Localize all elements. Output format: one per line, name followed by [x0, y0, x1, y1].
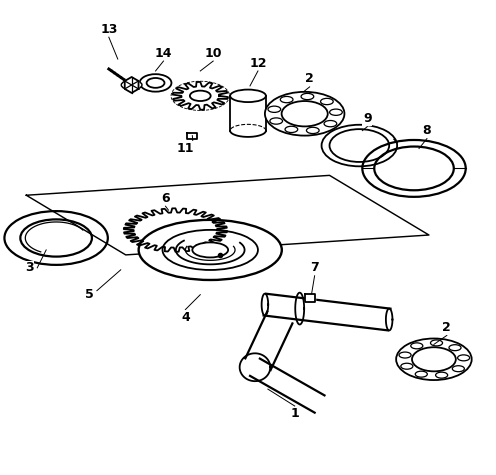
- Ellipse shape: [285, 126, 298, 133]
- Ellipse shape: [282, 101, 328, 126]
- Ellipse shape: [270, 118, 283, 124]
- Ellipse shape: [401, 363, 413, 369]
- Ellipse shape: [399, 352, 411, 358]
- Text: 6: 6: [161, 192, 170, 205]
- Text: 9: 9: [363, 112, 372, 125]
- Ellipse shape: [268, 106, 281, 113]
- Ellipse shape: [415, 371, 428, 377]
- Ellipse shape: [431, 340, 442, 346]
- Polygon shape: [187, 133, 197, 139]
- Ellipse shape: [280, 96, 293, 103]
- Ellipse shape: [458, 355, 470, 361]
- Text: 8: 8: [423, 124, 431, 137]
- Text: 3: 3: [25, 261, 34, 275]
- Ellipse shape: [412, 347, 456, 371]
- Text: 14: 14: [155, 47, 172, 59]
- Text: 2: 2: [305, 72, 314, 86]
- Ellipse shape: [452, 366, 464, 371]
- Polygon shape: [124, 77, 138, 93]
- Text: 11: 11: [177, 142, 194, 155]
- Text: 1: 1: [290, 408, 299, 420]
- Polygon shape: [246, 312, 293, 370]
- Ellipse shape: [122, 80, 142, 90]
- Text: 10: 10: [204, 47, 222, 59]
- Ellipse shape: [192, 242, 228, 257]
- Ellipse shape: [230, 90, 266, 102]
- Ellipse shape: [435, 372, 448, 378]
- Ellipse shape: [265, 92, 344, 135]
- Ellipse shape: [320, 98, 333, 104]
- Ellipse shape: [139, 220, 282, 280]
- Ellipse shape: [190, 91, 211, 101]
- Polygon shape: [305, 294, 314, 302]
- Text: 5: 5: [84, 288, 93, 301]
- Ellipse shape: [307, 127, 319, 133]
- Text: 7: 7: [310, 261, 319, 275]
- Ellipse shape: [396, 339, 472, 380]
- Text: 4: 4: [181, 311, 190, 324]
- Ellipse shape: [301, 94, 314, 100]
- Polygon shape: [240, 353, 270, 381]
- Ellipse shape: [324, 121, 337, 127]
- Ellipse shape: [449, 345, 461, 351]
- Text: 2: 2: [442, 321, 451, 334]
- Ellipse shape: [411, 343, 423, 349]
- Ellipse shape: [330, 109, 342, 115]
- Text: 12: 12: [249, 57, 267, 69]
- Text: 13: 13: [100, 23, 118, 36]
